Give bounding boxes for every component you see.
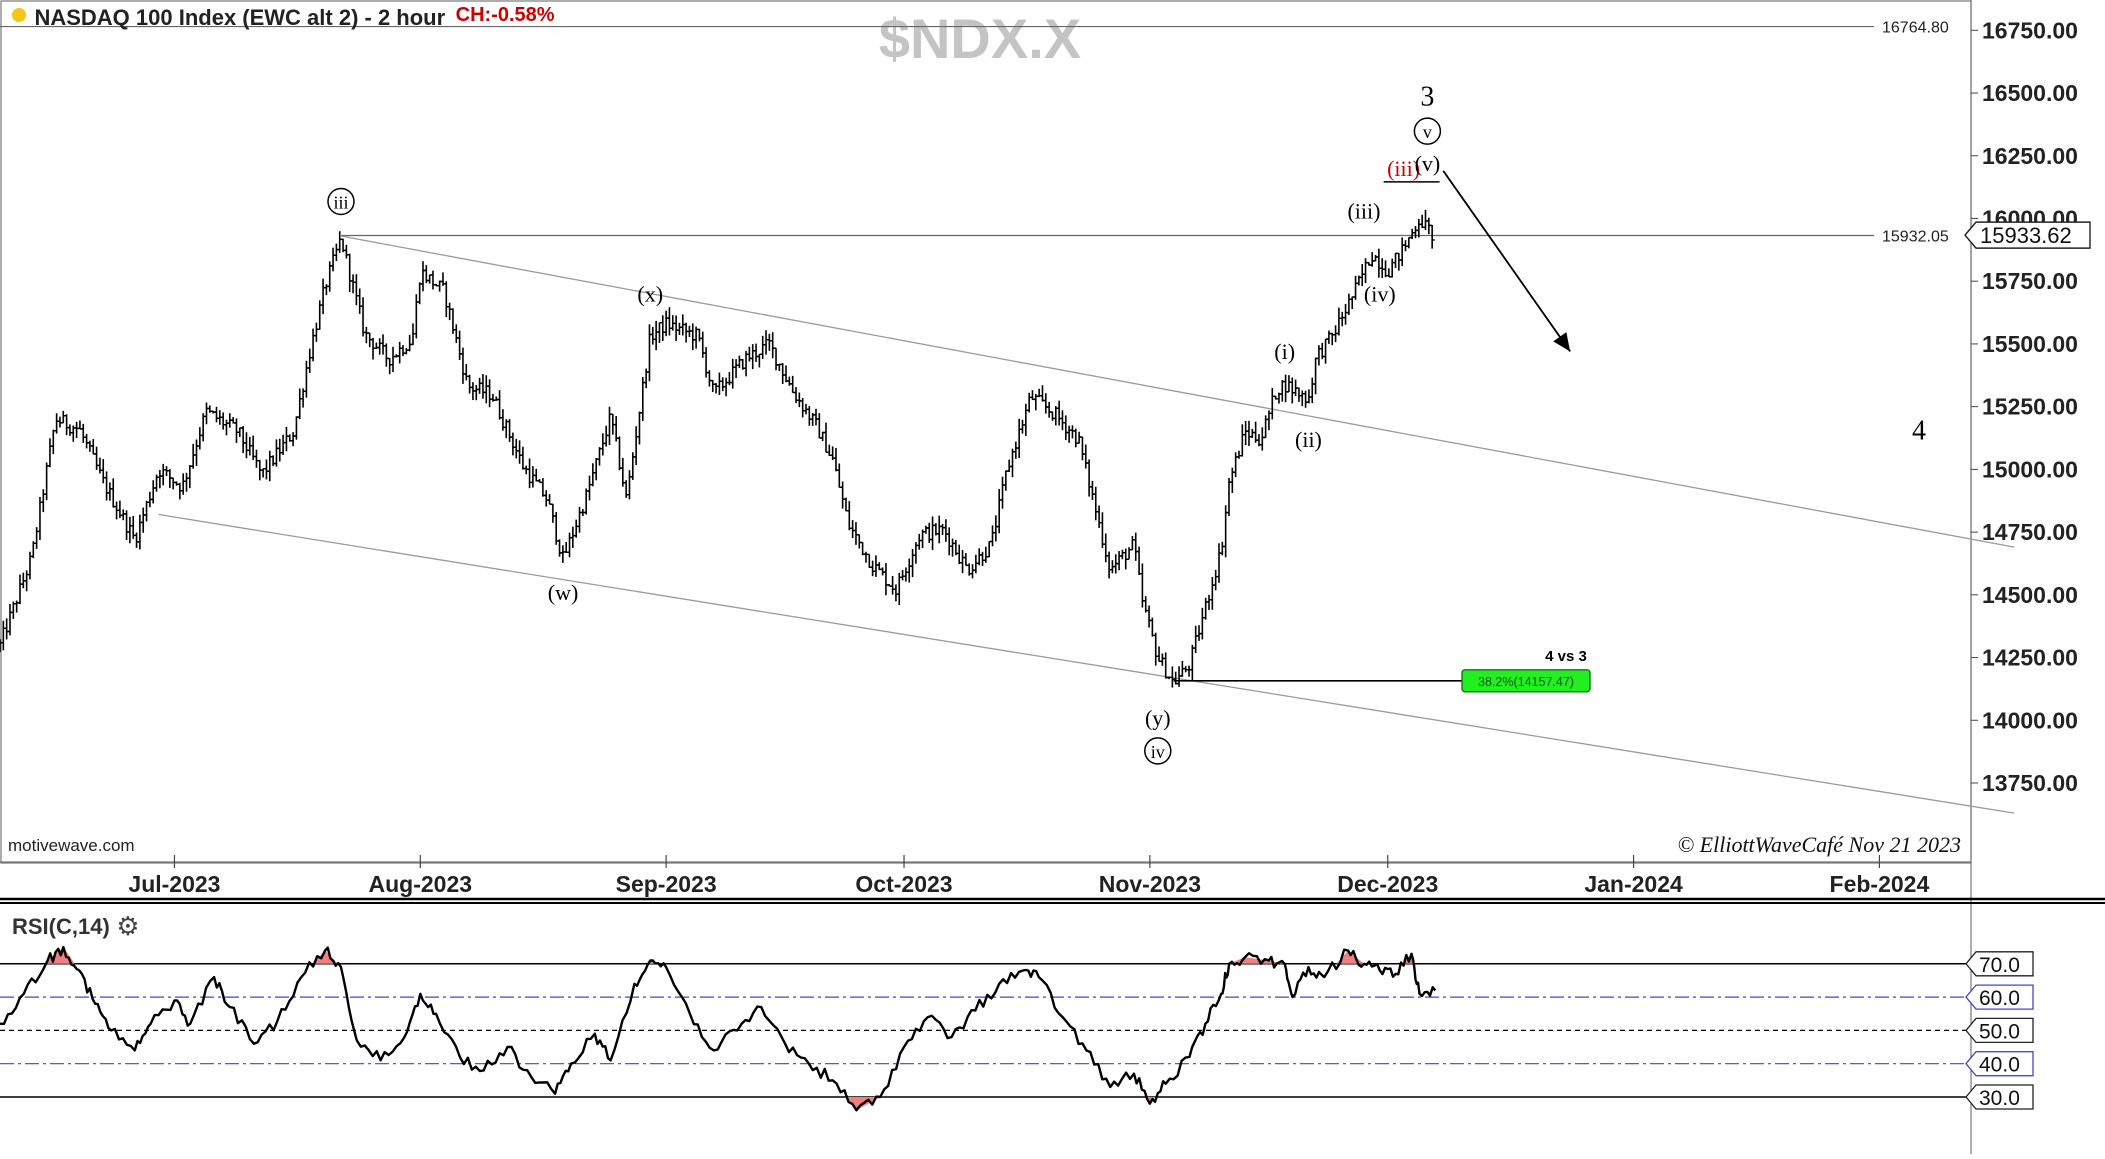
x-axis-label: Sep-2023 [616, 871, 717, 897]
price-y-tick-label: 14250.00 [1982, 645, 2078, 671]
horizontal-level-label: 15932.05 [1882, 229, 1949, 246]
rsi-y-tag [1965, 984, 2034, 1010]
price-y-tick-label: 15500.00 [1982, 331, 2078, 357]
wave-label-text: (y) [1145, 705, 1171, 730]
price-y-tick-label: 15750.00 [1982, 268, 2078, 294]
rsi-y-tick-label: 30.0 [1979, 1087, 2020, 1110]
wave-label: (x) [637, 281, 663, 306]
wave-label-text: iv [1151, 742, 1165, 762]
x-axis-label: Oct-2023 [855, 871, 952, 897]
price-y-tick-label: 15250.00 [1982, 394, 2078, 420]
last-price-label: 15933.62 [1980, 223, 2072, 248]
price-panel: 16764.80 15932.05 38.2%(14157.47) 4 vs 3 iii… [0, 17, 2091, 814]
wave-label-circle [1144, 737, 1172, 765]
wave-label-text: 4 [1912, 415, 1926, 446]
wave-label: (w) [548, 580, 579, 605]
fib-caption: 4 vs 3 [1545, 648, 1587, 665]
rsi-y-tag [1965, 1084, 2034, 1110]
wave-label-text: (iii) [1387, 156, 1420, 181]
wave-label: 3 [1420, 82, 1434, 113]
rsi-line [0, 945, 1437, 1112]
x-axis-label: Dec-2023 [1337, 871, 1438, 897]
x-axis-label: Jan-2024 [1584, 871, 1683, 897]
rsi-y-tick-label: 50.0 [1979, 1020, 2020, 1043]
price-y-tick-label: 16250.00 [1982, 143, 2078, 169]
status-dot-icon [12, 8, 26, 22]
chart-title: NASDAQ 100 Index (EWC alt 2) - 2 hour [34, 5, 446, 30]
horizontal-level-label: 16764.80 [1882, 20, 1949, 37]
wave-label: iii [327, 187, 355, 216]
wave-label: 4 [1912, 415, 1926, 446]
last-price-badge [1964, 221, 2091, 249]
rsi-panel: 30.0 40.0 50.0 60.0 70.0 [0, 945, 2034, 1112]
wave-label: (i) [1274, 339, 1295, 364]
source-label: motivewave.com [8, 836, 135, 855]
wave-label-text: 3 [1420, 82, 1434, 113]
channel-line [340, 235, 2015, 548]
price-y-tick-label: 16750.00 [1982, 17, 2078, 43]
fib-level-box [1461, 669, 1591, 693]
fib-level-label: 38.2%(14157.47) [1478, 675, 1574, 689]
x-axis-label: Aug-2023 [369, 871, 473, 897]
wave-label: (ii) [1295, 427, 1322, 452]
header-bar: NASDAQ 100 Index (EWC alt 2) - 2 hour CH… [12, 4, 555, 31]
wave-label: (y) [1145, 705, 1171, 730]
wave-label: (iv) [1364, 281, 1396, 306]
rsi-y-tick-label: 40.0 [1979, 1054, 2020, 1077]
wave-label: (v) [1415, 151, 1441, 176]
change-label: CH:-0.58% [455, 4, 555, 26]
price-y-tick-label: 15000.00 [1982, 456, 2078, 482]
wave-label-circle [327, 187, 355, 216]
rsi-title-block: RSI(C,14) ⚙ [12, 911, 140, 942]
wave-label-text: (ii) [1295, 427, 1322, 452]
price-y-tick-label: 14750.00 [1982, 519, 2078, 545]
wave-label-text: (v) [1415, 151, 1441, 176]
rsi-y-tag [1965, 1051, 2034, 1077]
wave-label-text: (x) [637, 281, 663, 306]
x-axis: Jul-2023 Aug-2023 Sep-2023 Oct-2023 Nov-2023… [0, 855, 1971, 897]
price-y-tick-label: 13750.00 [1982, 770, 2078, 796]
wave-label: v [1413, 117, 1442, 145]
wave-label-text: (iv) [1364, 281, 1396, 306]
x-axis-label: Nov-2023 [1099, 871, 1201, 897]
x-axis-label: Feb-2024 [1830, 871, 1930, 897]
projection-arrow-head [1553, 332, 1571, 352]
wave-label-text: iii [333, 192, 348, 212]
gear-icon[interactable]: ⚙ [116, 911, 140, 941]
wave-label: (iii) [1347, 198, 1380, 223]
wave-label: (iii) [1387, 156, 1420, 181]
wave-label-text: (iii) [1347, 198, 1380, 223]
ohlc-bar [1429, 224, 1435, 249]
wave-label-text: (i) [1274, 339, 1295, 364]
channel-line [158, 513, 2015, 814]
wave-label-text: v [1423, 122, 1432, 142]
price-y-tick-label: 14500.00 [1982, 582, 2078, 608]
wave-label-circle [1413, 117, 1442, 145]
projection-arrow-line [1442, 170, 1571, 352]
price-y-tick-label: 14000.00 [1982, 707, 2078, 733]
rsi-y-tick-label: 60.0 [1979, 987, 2020, 1010]
ohlc-bars [0, 209, 1435, 688]
x-axis-label: Jul-2023 [128, 871, 220, 897]
wave-label: iv [1144, 737, 1172, 765]
copyright-label: © ElliottWaveCafé Nov 21 2023 [1677, 832, 1961, 857]
symbol-watermark: $NDX.X [879, 7, 1081, 70]
rsi-title: RSI(C,14) [12, 914, 110, 939]
rsi-y-tick-label: 70.0 [1979, 954, 2020, 977]
rsi-y-tag [1965, 951, 2034, 977]
price-y-tick-label: 16500.00 [1982, 80, 2078, 106]
rsi-y-tag [1965, 1017, 2034, 1044]
wave-label-text: (w) [548, 580, 579, 605]
